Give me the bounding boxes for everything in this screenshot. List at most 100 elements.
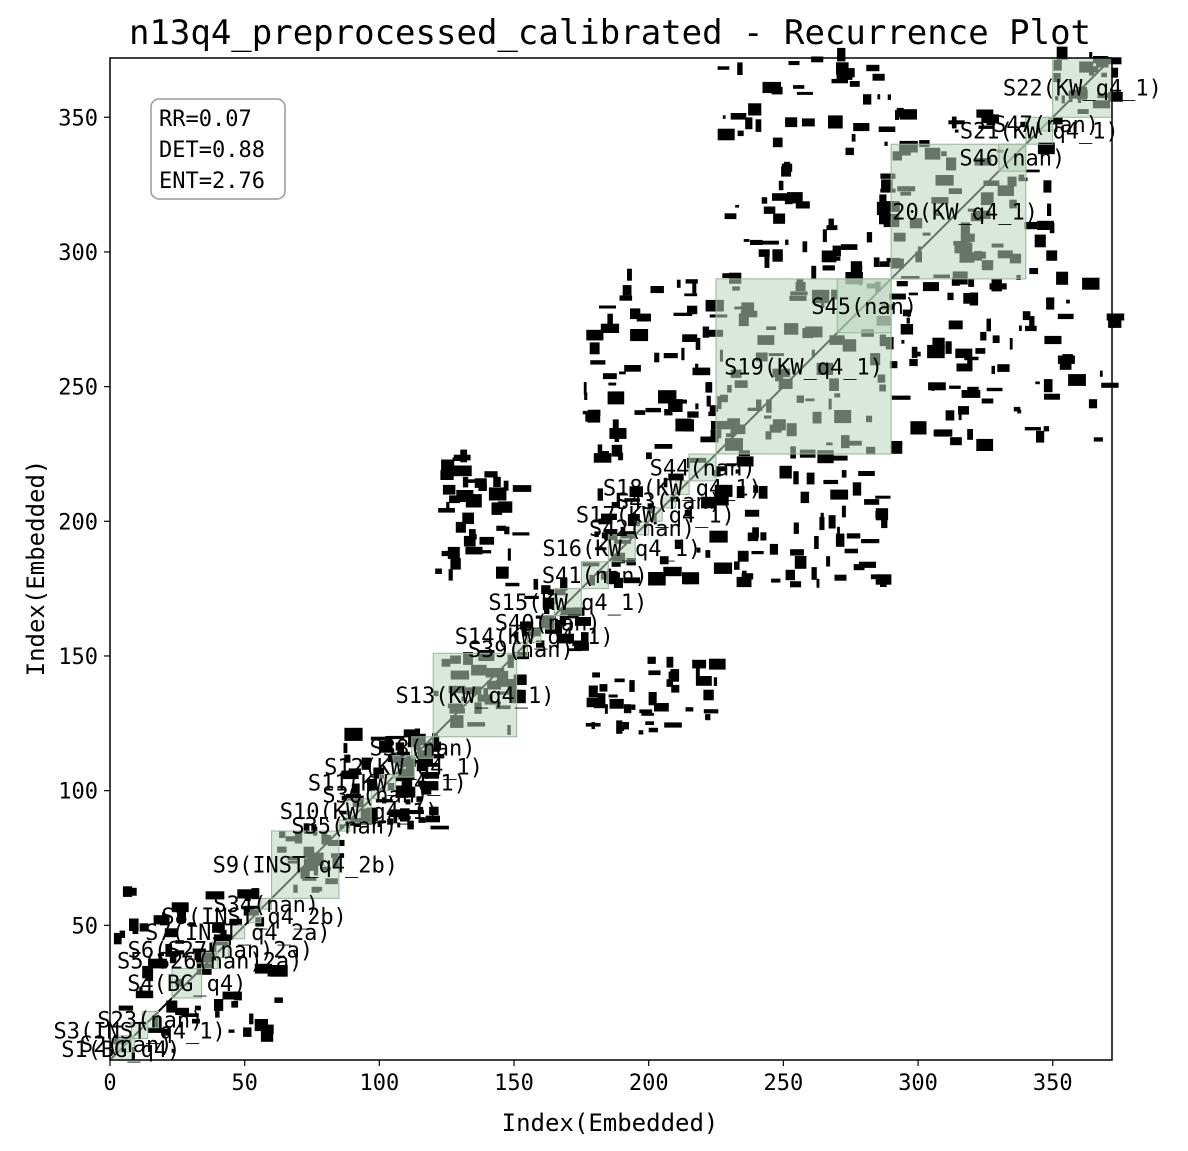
recurrence-point	[887, 94, 891, 100]
recurrence-point	[438, 508, 455, 513]
recurrence-point	[826, 556, 831, 567]
recurrence-point	[243, 1027, 252, 1037]
recurrence-point	[122, 886, 133, 897]
recurrence-point	[668, 399, 683, 412]
recurrence-point	[713, 470, 721, 477]
recurrence-point	[611, 502, 620, 508]
recurrence-point	[703, 709, 719, 714]
recurrence-point	[1013, 406, 1021, 412]
recurrence-point	[416, 796, 422, 802]
recurrence-point	[385, 736, 393, 746]
recurrence-point	[802, 241, 808, 253]
recurrence-point	[179, 1021, 183, 1026]
recurrence-point	[684, 509, 691, 517]
recurrence-point	[591, 722, 595, 730]
recurrence-point	[418, 817, 426, 823]
recurrence-point	[381, 797, 387, 804]
recurrence-point	[1022, 311, 1031, 321]
segment-label: S23(nan)	[97, 1009, 203, 1034]
recurrence-point	[852, 482, 862, 496]
recurrence-point	[645, 407, 661, 413]
recurrence-point	[129, 918, 139, 931]
recurrence-point	[866, 232, 873, 243]
recurrence-point	[587, 409, 601, 423]
recurrence-point	[636, 313, 651, 322]
recurrence-point	[629, 486, 643, 498]
recurrence-point	[705, 382, 713, 393]
recurrence-point	[432, 733, 438, 743]
recurrence-point	[761, 197, 768, 204]
recurrence-point	[462, 476, 469, 488]
recurrence-point	[715, 466, 726, 472]
recurrence-point	[822, 265, 835, 271]
recurrence-point	[811, 56, 824, 63]
recurrence-point	[641, 712, 654, 716]
recurrence-point	[741, 573, 754, 580]
recurrence-point	[666, 679, 674, 687]
segment-label: S1(BG_q4)	[61, 1038, 180, 1063]
recurrence-point	[456, 490, 474, 502]
recurrence-point	[344, 727, 363, 741]
recurrence-point	[175, 950, 185, 955]
recurrence-point	[1024, 427, 1041, 431]
recurrence-point	[394, 776, 403, 782]
recurrence-point	[986, 387, 1003, 392]
chart-title: n13q4_preprocessed_calibrated - Recurren…	[129, 13, 1091, 53]
stat-ent: ENT=2.76	[159, 169, 265, 194]
recurrence-point	[763, 206, 776, 214]
recurrence-point	[607, 391, 625, 405]
segment-region	[634, 520, 650, 536]
recurrence-point	[976, 109, 994, 118]
recurrence-point	[119, 930, 126, 938]
recurrence-point	[785, 239, 789, 245]
recurrence-point	[695, 363, 699, 369]
segment-region	[260, 897, 273, 910]
recurrence-point	[961, 390, 981, 398]
stat-det: DET=0.88	[159, 138, 265, 163]
recurrence-point	[695, 403, 699, 410]
recurrence-point	[417, 806, 424, 812]
recurrence-point	[772, 249, 783, 262]
recurrence-point	[736, 486, 745, 499]
recurrence-point	[475, 550, 492, 554]
recurrence-point	[822, 229, 827, 243]
recurrence-point	[841, 505, 846, 518]
recurrence-point	[447, 546, 460, 559]
recurrence-point	[237, 889, 254, 899]
recurrence-point	[875, 495, 891, 499]
recurrence-point	[760, 240, 779, 245]
segment-region	[338, 819, 351, 832]
recurrence-point	[1108, 319, 1122, 328]
recurrence-point	[1037, 220, 1054, 230]
recurrence-point	[664, 722, 682, 728]
recurrence-point	[449, 495, 460, 504]
recurrence-point	[1044, 335, 1062, 345]
recurrence-point	[663, 566, 682, 577]
recurrence-point	[989, 283, 1007, 290]
recurrence-point	[800, 491, 810, 504]
recurrence-point	[645, 721, 655, 725]
recurrence-point	[933, 430, 950, 436]
recurrence-point	[963, 293, 971, 304]
recurrence-point	[722, 273, 735, 278]
segment-region	[432, 652, 518, 738]
recurrence-point	[1036, 430, 1045, 443]
recurrence-point	[395, 785, 408, 798]
segment-region	[580, 561, 609, 590]
recurrence-point	[557, 633, 574, 644]
segment-region	[392, 755, 415, 778]
recurrence-point	[1048, 117, 1063, 125]
recurrence-point	[1034, 234, 1046, 248]
recurrence-point	[491, 502, 503, 515]
recurrence-point	[951, 116, 957, 129]
recurrence-point	[513, 674, 527, 685]
recurrence-point	[742, 570, 747, 577]
recurrence-point	[619, 371, 626, 375]
recurrence-point	[270, 965, 288, 977]
recurrence-point	[408, 810, 424, 815]
recurrence-point	[884, 141, 888, 146]
recurrence-point	[403, 729, 418, 738]
recurrence-point	[608, 694, 618, 698]
recurrence-point	[772, 137, 783, 148]
recurrence-point	[416, 760, 428, 772]
